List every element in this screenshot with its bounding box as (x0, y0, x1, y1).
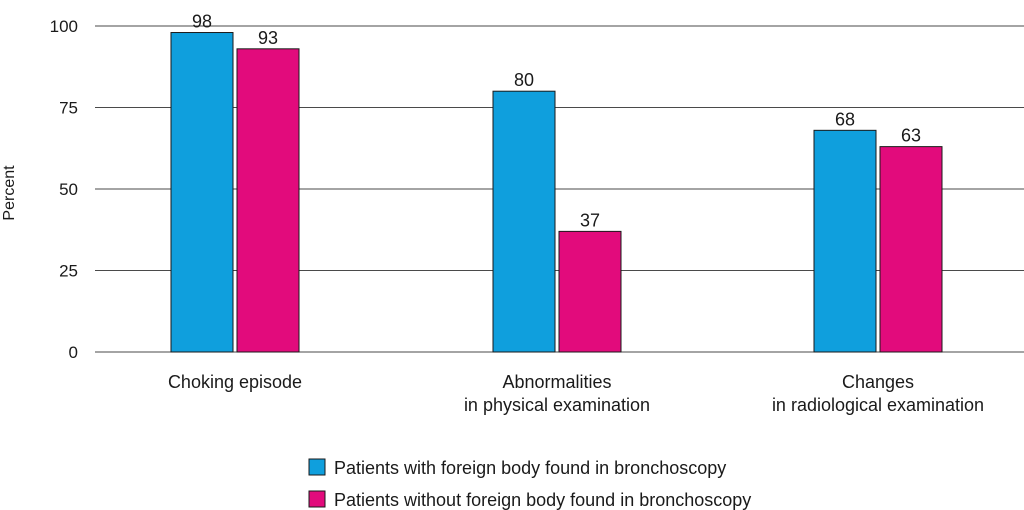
y-tick-label: 50 (59, 180, 78, 199)
y-axis-title: Percent (1, 165, 18, 221)
category-labels: Choking episode Abnormalities in physical … (168, 372, 984, 415)
bar-value-label: 93 (258, 28, 278, 48)
legend-label: Patients without foreign body found in b… (334, 490, 751, 510)
legend: Patients with foreign body found in bron… (308, 458, 751, 510)
bar-value-label: 68 (835, 109, 855, 129)
category-label: Choking episode (168, 372, 302, 392)
bars (170, 32, 943, 353)
y-tick-label: 25 (59, 262, 78, 281)
legend-swatch (308, 458, 326, 476)
bar (170, 32, 234, 353)
bar (558, 230, 622, 353)
legend-label: Patients with foreign body found in bron… (334, 458, 726, 478)
legend-swatch (308, 490, 326, 508)
y-tick-label: 0 (69, 343, 78, 362)
y-axis-ticks: 0 25 50 75 100 (50, 17, 78, 362)
bar-value-label: 98 (192, 12, 212, 32)
category-label: Abnormalities (502, 372, 611, 392)
bar (236, 48, 300, 353)
bar (879, 146, 943, 353)
category-label: in physical examination (464, 395, 650, 415)
y-tick-label: 100 (50, 17, 78, 36)
value-labels: 98 93 80 37 68 63 (192, 12, 921, 231)
category-label: in radiological examination (772, 395, 984, 415)
category-label: Changes (842, 372, 914, 392)
bar-value-label: 63 (901, 126, 921, 146)
bar-value-label: 37 (580, 210, 600, 230)
bar (813, 129, 877, 353)
bar-value-label: 80 (514, 70, 534, 90)
y-tick-label: 75 (59, 99, 78, 118)
bar (492, 90, 556, 353)
